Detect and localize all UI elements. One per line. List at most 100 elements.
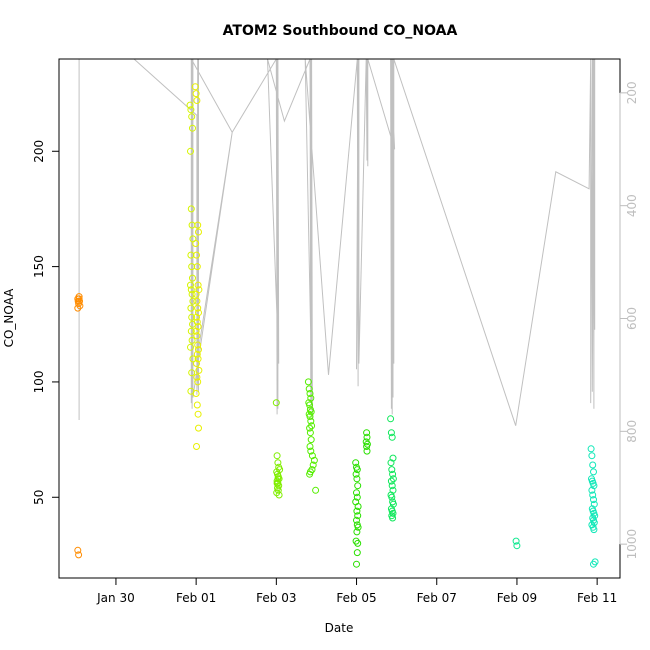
- data-point: [75, 293, 83, 301]
- data-point: [75, 295, 83, 303]
- data-point: [189, 320, 196, 328]
- data-point: [194, 304, 202, 312]
- series-flight-feb05: [352, 429, 371, 568]
- data-point: [187, 327, 195, 335]
- data-point: [274, 459, 282, 467]
- data-point: [193, 313, 200, 321]
- y-tick-label: 50: [32, 490, 46, 505]
- data-point: [353, 528, 361, 536]
- data-point: [590, 496, 597, 504]
- data-point: [512, 537, 520, 545]
- data-point: [363, 429, 371, 437]
- data-point: [310, 456, 318, 464]
- data-point: [193, 350, 201, 358]
- data-point: [188, 221, 196, 229]
- x-tick-label: Feb 03: [256, 591, 296, 605]
- data-point: [589, 461, 597, 469]
- data-point: [195, 346, 202, 354]
- data-point: [191, 83, 199, 91]
- data-point: [195, 309, 202, 317]
- data-point: [193, 373, 201, 381]
- data-point: [189, 355, 197, 363]
- data-point: [306, 443, 314, 450]
- x-tick-label: Feb 07: [417, 591, 457, 605]
- data-point: [588, 452, 596, 460]
- data-point: [353, 493, 361, 501]
- data-point: [389, 514, 397, 522]
- data-point: [354, 503, 362, 510]
- series-flight-feb11: [587, 445, 599, 568]
- data-point: [352, 459, 360, 467]
- data-point: [194, 410, 202, 418]
- data-point: [195, 366, 203, 374]
- data-point: [589, 491, 597, 499]
- data-point: [305, 385, 313, 393]
- data-point: [312, 486, 320, 494]
- data-point: [389, 486, 397, 494]
- data-point: [189, 124, 196, 132]
- data-point: [353, 489, 360, 497]
- data-point: [353, 475, 361, 483]
- data-point: [192, 290, 200, 298]
- data-point: [388, 466, 396, 474]
- data-point: [387, 429, 395, 437]
- data-point: [354, 523, 362, 531]
- series-flight-feb03: [272, 399, 284, 499]
- data-point: [189, 235, 197, 243]
- data-point: [587, 445, 595, 453]
- data-point: [588, 486, 596, 494]
- right-tick-label: 400: [625, 194, 639, 217]
- data-point: [590, 560, 597, 568]
- data-point: [188, 369, 196, 377]
- data-point: [353, 507, 361, 515]
- data-point: [387, 415, 395, 423]
- chart-title: ATOM2 Southbound CO_NOAA: [223, 23, 458, 39]
- data-point: [193, 401, 201, 409]
- data-point: [353, 466, 361, 474]
- data-point: [188, 263, 196, 271]
- data-point: [389, 500, 397, 508]
- data-point: [273, 479, 281, 487]
- data-point: [187, 343, 194, 351]
- data-point: [194, 378, 202, 386]
- data-point: [272, 399, 280, 407]
- data-point: [188, 290, 196, 298]
- data-point: [363, 447, 371, 455]
- data-point: [195, 424, 202, 432]
- data-point: [189, 297, 197, 305]
- data-point: [194, 281, 202, 289]
- data-point: [307, 447, 315, 455]
- data-point: [188, 113, 196, 121]
- data-point: [389, 470, 397, 478]
- data-point: [388, 433, 396, 441]
- x-tick-label: Feb 01: [176, 591, 216, 605]
- data-point: [187, 147, 194, 155]
- data-point: [306, 429, 314, 437]
- data-point: [189, 274, 196, 282]
- right-tick-label: 1000: [625, 529, 639, 560]
- data-point: [188, 313, 196, 321]
- data-point: [590, 519, 598, 527]
- data-points-layer: [74, 83, 599, 568]
- data-point: [273, 489, 281, 497]
- data-point: [193, 297, 201, 305]
- data-point: [389, 454, 397, 462]
- pressure-trace-layer: [78, 59, 596, 426]
- data-point: [354, 482, 362, 490]
- data-point: [192, 90, 200, 98]
- data-point: [193, 332, 201, 340]
- data-point: [513, 542, 521, 550]
- series-flight-feb06: [387, 415, 397, 522]
- x-tick-label: Feb 05: [336, 591, 376, 605]
- data-point: [275, 491, 283, 499]
- data-point: [590, 526, 598, 534]
- data-point: [363, 433, 371, 441]
- data-point: [306, 401, 314, 409]
- pressure-trace-line: [78, 59, 596, 426]
- x-tick-label: Feb 11: [577, 591, 617, 605]
- data-point: [75, 551, 83, 559]
- data-point: [194, 355, 202, 363]
- data-point: [74, 546, 82, 554]
- data-point: [306, 413, 314, 420]
